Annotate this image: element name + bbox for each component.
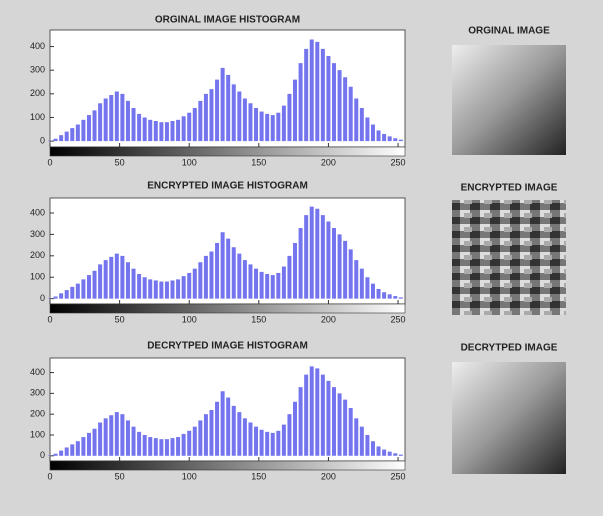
- y-tick-label: 300: [30, 229, 45, 239]
- colorbar: [50, 304, 405, 313]
- y-tick-label: 0: [40, 293, 45, 303]
- chart-title: ENCRYPTED IMAGE HISTOGRAM: [147, 181, 308, 192]
- x-tick-label: 0: [47, 314, 52, 324]
- x-tick-label: 200: [321, 314, 336, 324]
- x-tick-label: 0: [47, 157, 52, 167]
- x-tick-label: 50: [115, 471, 125, 481]
- x-tick-label: 100: [182, 471, 197, 481]
- y-tick-label: 400: [30, 41, 45, 51]
- original-image: [452, 45, 566, 155]
- y-tick-label: 200: [30, 409, 45, 419]
- figure: ORGINAL IMAGE ENCRYPTED IMAGE DECRYTPED …: [0, 0, 603, 516]
- y-tick-label: 400: [30, 207, 45, 217]
- image-title: ORGINAL IMAGE: [468, 26, 550, 37]
- y-tick-label: 300: [30, 65, 45, 75]
- x-tick-label: 100: [182, 157, 197, 167]
- colorbar: [50, 147, 405, 156]
- y-tick-label: 100: [30, 429, 45, 439]
- y-tick-label: 100: [30, 272, 45, 282]
- x-tick-label: 50: [115, 157, 125, 167]
- chart-title: ORGINAL IMAGE HISTOGRAM: [155, 15, 300, 26]
- x-tick-label: 0: [47, 471, 52, 481]
- x-tick-label: 150: [251, 314, 266, 324]
- image-title: ENCRYPTED IMAGE: [461, 183, 558, 194]
- x-tick-label: 150: [251, 471, 266, 481]
- x-tick-label: 50: [115, 314, 125, 324]
- colorbar: [50, 461, 405, 470]
- x-tick-label: 200: [321, 471, 336, 481]
- x-tick-label: 100: [182, 314, 197, 324]
- x-tick-label: 250: [391, 471, 406, 481]
- y-tick-label: 200: [30, 250, 45, 260]
- y-tick-label: 400: [30, 367, 45, 377]
- y-tick-label: 100: [30, 112, 45, 122]
- x-tick-label: 250: [391, 157, 406, 167]
- chart-title: DECRYTPED IMAGE HISTOGRAM: [147, 341, 308, 352]
- x-tick-label: 150: [251, 157, 266, 167]
- x-tick-label: 200: [321, 157, 336, 167]
- decrypted-image: [452, 362, 566, 474]
- encrypted-image: [452, 200, 566, 315]
- y-tick-label: 0: [40, 450, 45, 460]
- x-tick-label: 250: [391, 314, 406, 324]
- y-tick-label: 0: [40, 135, 45, 145]
- y-tick-label: 200: [30, 88, 45, 98]
- image-title: DECRYTPED IMAGE: [461, 343, 558, 354]
- y-tick-label: 300: [30, 388, 45, 398]
